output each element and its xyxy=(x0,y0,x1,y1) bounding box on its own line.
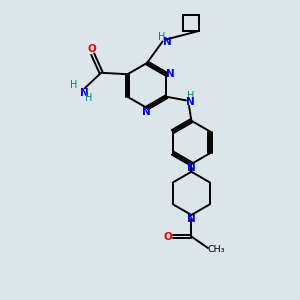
Text: N: N xyxy=(187,214,196,224)
Text: N: N xyxy=(166,69,175,79)
Text: N: N xyxy=(163,37,172,47)
Text: CH₃: CH₃ xyxy=(208,244,225,253)
Text: O: O xyxy=(163,232,172,242)
Text: N: N xyxy=(142,107,151,117)
Text: H: H xyxy=(158,32,166,42)
Text: N: N xyxy=(80,88,88,98)
Text: H: H xyxy=(187,91,194,100)
Text: N: N xyxy=(186,97,195,106)
Text: O: O xyxy=(88,44,97,54)
Text: H: H xyxy=(70,80,78,90)
Text: N: N xyxy=(187,163,196,172)
Text: H: H xyxy=(85,93,92,103)
